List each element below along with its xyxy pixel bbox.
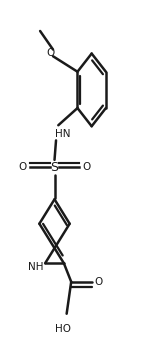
Text: HN: HN bbox=[54, 129, 70, 139]
Text: O: O bbox=[94, 277, 103, 287]
Text: O: O bbox=[83, 162, 91, 172]
Text: O: O bbox=[47, 48, 55, 58]
Text: S: S bbox=[50, 161, 58, 174]
Text: O: O bbox=[18, 162, 26, 172]
Text: NH: NH bbox=[28, 262, 44, 272]
Text: HO: HO bbox=[55, 324, 71, 334]
